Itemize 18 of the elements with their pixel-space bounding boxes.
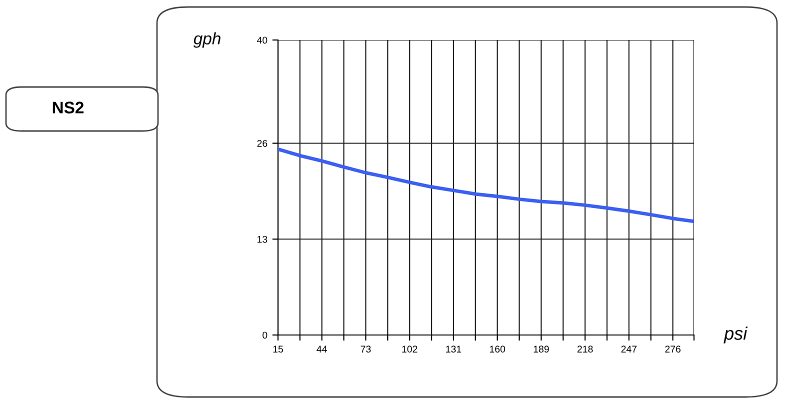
- x-tick-label: 102: [402, 346, 418, 353]
- line-series: [278, 147, 694, 224]
- x-axis-title: psi: [724, 326, 748, 344]
- y-tick-label: 0: [262, 332, 268, 339]
- x-tick-label: 15: [273, 346, 283, 353]
- x-tick-label: 218: [577, 346, 593, 353]
- x-tick-label: 160: [490, 346, 506, 353]
- x-tick-label: 73: [360, 346, 371, 353]
- x-tick-label: 131: [446, 346, 462, 353]
- x-tick-label: 44: [316, 346, 327, 352]
- y-tick-label: 26: [257, 140, 268, 147]
- text: NS2: [52, 102, 84, 114]
- x-tick-label: 276: [665, 346, 681, 353]
- y-tick-label: 13: [258, 236, 268, 243]
- y-axis-title: gph: [193, 32, 220, 48]
- y-tick-label: 40: [256, 36, 268, 44]
- x-tick-label: 189: [534, 346, 549, 353]
- x-tick-label: 247: [621, 346, 637, 352]
